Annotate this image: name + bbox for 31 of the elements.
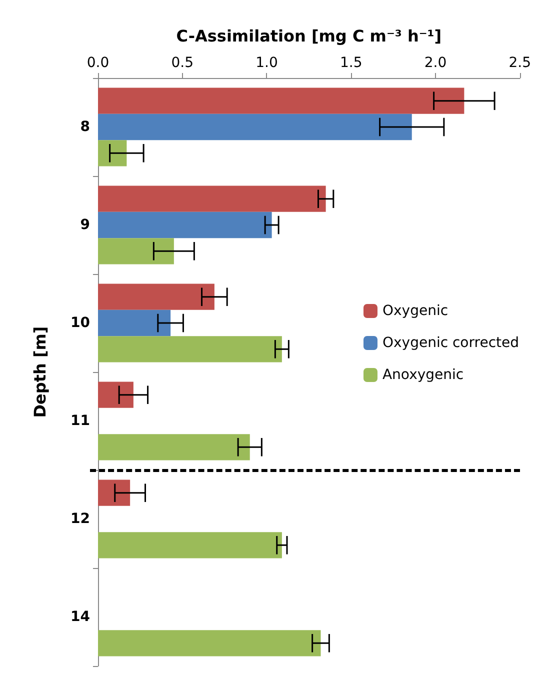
y-tick-label: 9	[80, 217, 90, 233]
bar	[98, 310, 171, 336]
x-tick-label: 1.5	[340, 55, 362, 71]
bar	[98, 382, 134, 408]
x-tick-label: 1.0	[256, 55, 278, 71]
y-tick-label: 8	[80, 119, 90, 135]
bar	[98, 532, 282, 558]
bar	[98, 336, 282, 362]
bar	[98, 140, 127, 166]
x-tick-label: 0.5	[171, 55, 194, 71]
bar	[98, 480, 130, 506]
x-tick-label: 2.0	[424, 55, 447, 71]
y-tick-label: 14	[70, 609, 90, 625]
bar	[98, 434, 250, 460]
bar	[98, 88, 464, 114]
legend-label: Oxygenic	[382, 303, 448, 319]
bar	[98, 114, 412, 140]
bar	[98, 284, 214, 310]
x-axis-title: C-Assimilation [mg C m⁻³ h⁻¹]	[176, 26, 442, 46]
x-tick-label: 2.5	[508, 55, 531, 71]
y-tick-label: 10	[70, 315, 90, 331]
bar	[98, 212, 272, 238]
bar	[98, 238, 174, 264]
y-tick-label: 11	[70, 413, 90, 429]
legend-label: Oxygenic corrected	[382, 335, 520, 351]
x-tick-label: 0.0	[86, 55, 110, 71]
bar	[98, 630, 321, 656]
bar	[98, 186, 326, 212]
y-tick-label: 12	[70, 511, 90, 527]
legend-label: Anoxygenic	[382, 367, 464, 383]
y-axis-title: Depth [m]	[30, 326, 50, 418]
